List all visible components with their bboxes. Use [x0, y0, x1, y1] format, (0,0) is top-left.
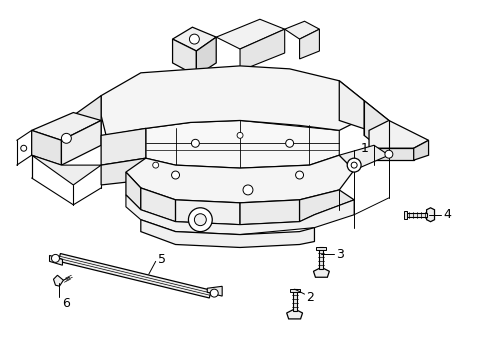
Polygon shape	[58, 253, 211, 298]
Polygon shape	[32, 155, 101, 185]
Polygon shape	[74, 96, 101, 155]
Text: 6: 6	[62, 297, 70, 310]
Polygon shape	[146, 121, 339, 168]
Polygon shape	[240, 29, 285, 71]
Circle shape	[243, 185, 253, 195]
Polygon shape	[101, 129, 146, 165]
Text: 4: 4	[443, 208, 451, 221]
Polygon shape	[364, 100, 389, 155]
Polygon shape	[126, 172, 141, 210]
Polygon shape	[369, 121, 429, 148]
Polygon shape	[61, 121, 101, 165]
Circle shape	[286, 139, 294, 147]
Circle shape	[385, 150, 393, 158]
Polygon shape	[32, 113, 101, 140]
Polygon shape	[407, 213, 427, 217]
Polygon shape	[427, 208, 435, 222]
Circle shape	[190, 34, 199, 44]
Circle shape	[195, 214, 206, 226]
Polygon shape	[196, 37, 216, 76]
Polygon shape	[101, 158, 146, 185]
Polygon shape	[172, 27, 216, 51]
Circle shape	[351, 162, 357, 168]
Circle shape	[51, 255, 59, 262]
Text: 5: 5	[158, 253, 166, 266]
Polygon shape	[101, 66, 364, 135]
Circle shape	[21, 145, 26, 151]
Text: 2: 2	[307, 291, 315, 303]
Polygon shape	[172, 39, 196, 76]
Text: 3: 3	[336, 248, 344, 261]
Circle shape	[192, 139, 199, 147]
Polygon shape	[126, 155, 354, 203]
Polygon shape	[287, 309, 302, 319]
Polygon shape	[293, 289, 296, 311]
Circle shape	[61, 133, 72, 143]
Circle shape	[210, 289, 218, 297]
Polygon shape	[216, 19, 285, 49]
Polygon shape	[369, 148, 414, 160]
Polygon shape	[414, 140, 429, 160]
Polygon shape	[319, 247, 323, 269]
Circle shape	[189, 208, 212, 231]
Polygon shape	[317, 247, 326, 251]
Polygon shape	[314, 267, 329, 277]
Polygon shape	[299, 29, 319, 59]
Polygon shape	[175, 200, 240, 225]
Polygon shape	[285, 21, 319, 39]
Circle shape	[172, 171, 179, 179]
Polygon shape	[141, 188, 175, 222]
Polygon shape	[32, 130, 61, 165]
Polygon shape	[49, 255, 62, 265]
Polygon shape	[141, 220, 315, 247]
Circle shape	[295, 171, 303, 179]
Circle shape	[153, 162, 159, 168]
Polygon shape	[299, 190, 354, 222]
Text: 1: 1	[361, 142, 369, 155]
Polygon shape	[290, 289, 299, 292]
Polygon shape	[126, 195, 354, 235]
Polygon shape	[53, 275, 63, 286]
Polygon shape	[339, 145, 389, 170]
Polygon shape	[404, 211, 407, 219]
Polygon shape	[339, 81, 389, 130]
Circle shape	[347, 158, 361, 172]
Polygon shape	[207, 286, 222, 296]
Polygon shape	[240, 200, 299, 225]
Circle shape	[237, 132, 243, 138]
